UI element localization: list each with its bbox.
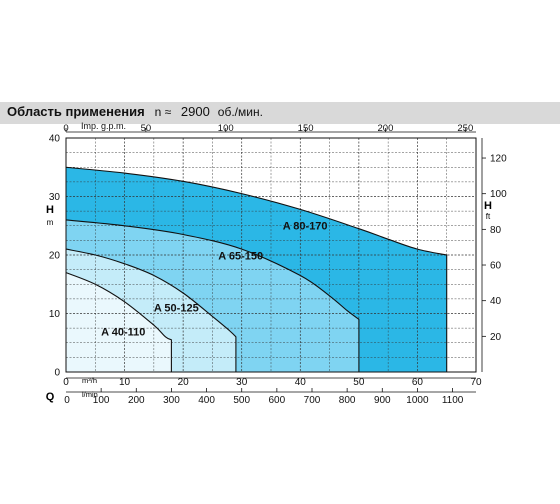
speed-value: 2900 xyxy=(180,104,210,119)
x-tick-label-lmin: 300 xyxy=(163,395,180,406)
x-axis-label-q: Q xyxy=(46,391,55,403)
plot-border xyxy=(65,137,477,373)
x-top-tick-label: 200 xyxy=(378,123,394,134)
x-unit-lmin: l/min xyxy=(82,390,98,399)
area-a-40-110 xyxy=(66,272,172,372)
y-tick-label-ft: 100 xyxy=(490,189,507,200)
x-tick-label-lmin: 1000 xyxy=(406,395,429,406)
x-tick-label-lmin: 100 xyxy=(93,395,110,406)
x-top-tick-label: 50 xyxy=(141,123,152,134)
x-top-tick-label: 250 xyxy=(457,123,473,134)
axis-labels: A 40-110 A 50-125 A 65-150 A 80-170 0 10 20 30 4… xyxy=(46,121,507,406)
x-tick-label-lmin: 900 xyxy=(374,395,391,406)
y-tick-label-ft: 60 xyxy=(490,261,502,272)
y-tick-label-m: 0 xyxy=(54,368,60,379)
y-tick-label-m: 10 xyxy=(49,309,61,320)
curve-a-50-125 xyxy=(65,248,237,372)
speed-unit: об./мин. xyxy=(217,105,263,119)
plot-frame xyxy=(65,128,486,393)
x-top-tick-label: 0 xyxy=(63,123,68,134)
x-tick-label-lmin: 600 xyxy=(269,395,286,406)
series-label-a-50-125: A 50-125 xyxy=(154,303,199,315)
x-tick-label-m3h: 70 xyxy=(470,377,482,388)
y-tick-label-ft: 40 xyxy=(490,296,502,307)
series-label-a-65-150: A 65-150 xyxy=(218,251,263,263)
x-tick-label-lmin: 800 xyxy=(339,395,356,406)
curve-a-40-110 xyxy=(65,272,172,372)
x-top-tick-label: 100 xyxy=(218,123,234,134)
x-tick-label-lmin-zero: 0 xyxy=(64,395,70,406)
x-tick-label-m3h: 50 xyxy=(353,377,365,388)
x-tick-label-lmin: 1100 xyxy=(442,395,464,406)
page-title: Область применения xyxy=(7,104,145,119)
x-tick-label-lmin: 200 xyxy=(128,395,145,406)
x-tick-label-m3h: 10 xyxy=(119,377,131,388)
header-bar xyxy=(0,102,560,124)
x-tick-label-lmin: 500 xyxy=(233,395,250,406)
y-tick-label-ft: 20 xyxy=(490,332,502,343)
x-unit-m3h: m³/h xyxy=(82,376,97,385)
series-label-a-40-110: A 40-110 xyxy=(101,327,145,339)
x-tick-label-m3h: 20 xyxy=(178,377,190,388)
x-top-unit-label: Imp. g.p.m. xyxy=(81,121,126,131)
x-tick-label-lmin: 700 xyxy=(304,395,321,406)
x-tick-label-m3h: 30 xyxy=(236,377,248,388)
x-tick-label-m3h: 60 xyxy=(412,377,424,388)
y-tick-label-m: 30 xyxy=(49,192,61,203)
y-tick-label-m: 20 xyxy=(49,251,61,262)
y-axis-unit-left: m xyxy=(47,218,54,227)
y-axis-unit-right: ft xyxy=(486,212,491,221)
x-tick-label-m3h: 40 xyxy=(295,377,307,388)
x-tick-label-lmin: 400 xyxy=(198,395,215,406)
y-tick-label-ft: 120 xyxy=(490,154,507,165)
y-tick-label-ft: 80 xyxy=(490,225,502,236)
curve-a-80-170 xyxy=(65,166,448,372)
y-axis-label-left: H xyxy=(46,204,54,216)
curve-a-65-150 xyxy=(65,219,360,372)
series-label-a-80-170: A 80-170 xyxy=(283,220,328,232)
header-title: Область применения n ≈ 2900 об./мин. xyxy=(7,104,263,119)
x-top-tick-label: 150 xyxy=(298,123,314,134)
y-tick-label-m: 40 xyxy=(49,134,61,145)
x-tick-label-m3h: 0 xyxy=(63,377,69,388)
pump-curves xyxy=(65,166,448,372)
speed-label: n ≈ xyxy=(154,105,172,119)
y-axis-label-right: H xyxy=(484,200,492,212)
